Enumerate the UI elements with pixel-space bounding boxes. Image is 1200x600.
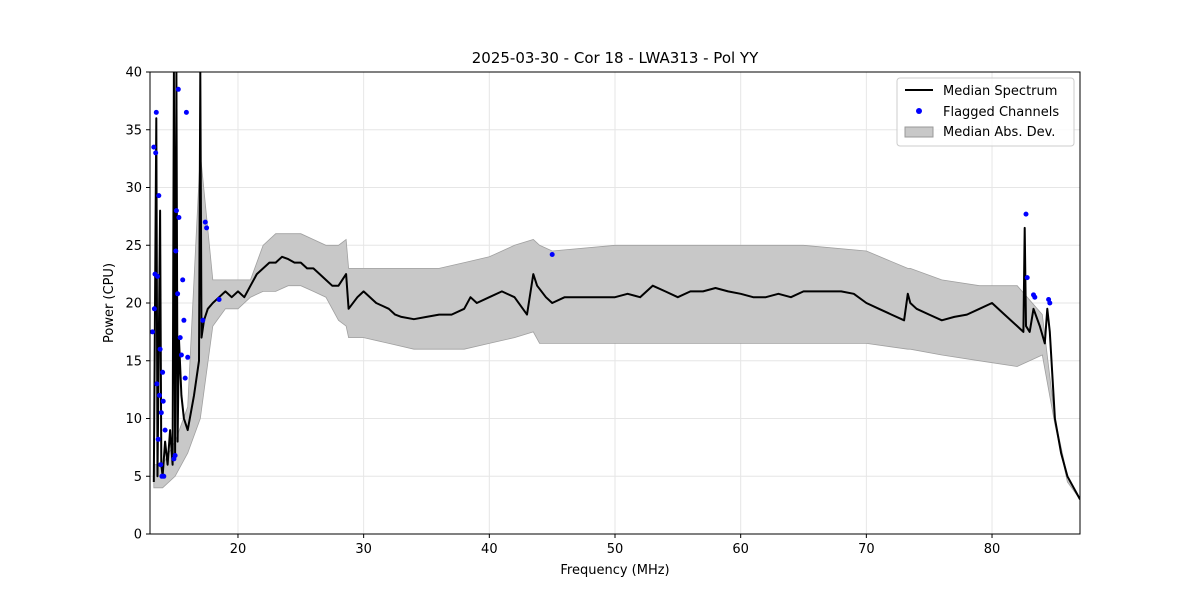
flagged-point [156, 193, 162, 199]
flagged-point [180, 277, 186, 283]
flagged-point [158, 462, 164, 468]
flagged-point [182, 375, 188, 381]
flagged-point [1024, 275, 1030, 281]
legend-flagged-swatch [916, 108, 922, 114]
flagged-point [150, 329, 155, 335]
x-tick-label: 70 [858, 542, 875, 557]
flagged-point [154, 381, 160, 387]
legend-mad-swatch [904, 126, 934, 138]
x-tick-label: 50 [607, 542, 624, 557]
flagged-point [181, 317, 187, 323]
flagged-point [160, 398, 166, 404]
flagged-points-layer [150, 86, 1053, 479]
y-tick-label: 25 [125, 239, 142, 254]
flagged-point [156, 392, 162, 398]
flagged-point [1023, 211, 1029, 217]
legend-flagged-label: Flagged Channels [943, 105, 1059, 120]
x-axis-ticks: 20 30 40 50 60 70 80 [230, 534, 1001, 557]
mad-band [153, 152, 1081, 500]
mad-band-layer [153, 152, 1081, 500]
y-axis-ticks: 0 5 10 15 20 25 30 35 40 [125, 66, 150, 543]
flagged-point [153, 150, 159, 156]
flagged-point [173, 208, 179, 214]
y-tick-label: 10 [125, 412, 142, 427]
flagged-point [151, 306, 157, 312]
flagged-point [202, 219, 208, 225]
y-axis-label: Power (CPU) [102, 263, 117, 343]
flagged-point [178, 352, 184, 358]
flagged-point [549, 252, 555, 257]
median-line-layer [152, 72, 1080, 500]
legend: Median Spectrum Flagged Channels Median … [896, 77, 1075, 147]
flagged-point [176, 215, 182, 220]
flagged-point [159, 473, 165, 479]
flagged-point [204, 225, 210, 231]
legend-median-label: Median Spectrum [943, 84, 1057, 99]
flagged-point [153, 109, 159, 115]
y-tick-label: 40 [125, 66, 142, 81]
x-tick-label: 40 [481, 542, 498, 557]
flagged-point [1032, 294, 1038, 300]
flagged-point [183, 109, 189, 115]
x-tick-label: 60 [732, 542, 749, 557]
flagged-point [172, 453, 178, 458]
chart-title: 2025-03-30 - Cor 18 - LWA313 - Pol YY [472, 49, 759, 67]
flagged-point [151, 144, 157, 150]
y-tick-label: 5 [134, 470, 142, 485]
flagged-point [155, 273, 160, 279]
x-tick-label: 80 [984, 542, 1001, 557]
y-tick-label: 20 [125, 297, 142, 312]
flagged-point [158, 410, 164, 416]
flagged-point [173, 248, 179, 254]
y-tick-label: 35 [125, 123, 142, 138]
flagged-point [177, 335, 183, 341]
flagged-point [157, 346, 163, 352]
flagged-point [216, 297, 222, 302]
x-axis-label: Frequency (MHz) [560, 563, 669, 578]
legend-mad-label: Median Abs. Dev. [943, 125, 1055, 140]
y-tick-label: 30 [125, 181, 142, 196]
flagged-point [162, 427, 168, 433]
flagged-point [175, 291, 181, 297]
legend-box [896, 77, 1075, 147]
flagged-point [200, 317, 206, 323]
flagged-point [175, 86, 181, 92]
flagged-point [155, 436, 161, 442]
y-tick-label: 0 [134, 528, 142, 543]
x-tick-label: 30 [355, 542, 372, 557]
x-tick-label: 20 [230, 542, 247, 557]
y-tick-label: 15 [125, 354, 142, 369]
flagged-point [185, 354, 191, 360]
median-spectrum-line [152, 72, 1080, 500]
flagged-point [1047, 300, 1053, 306]
flagged-point [160, 369, 166, 375]
